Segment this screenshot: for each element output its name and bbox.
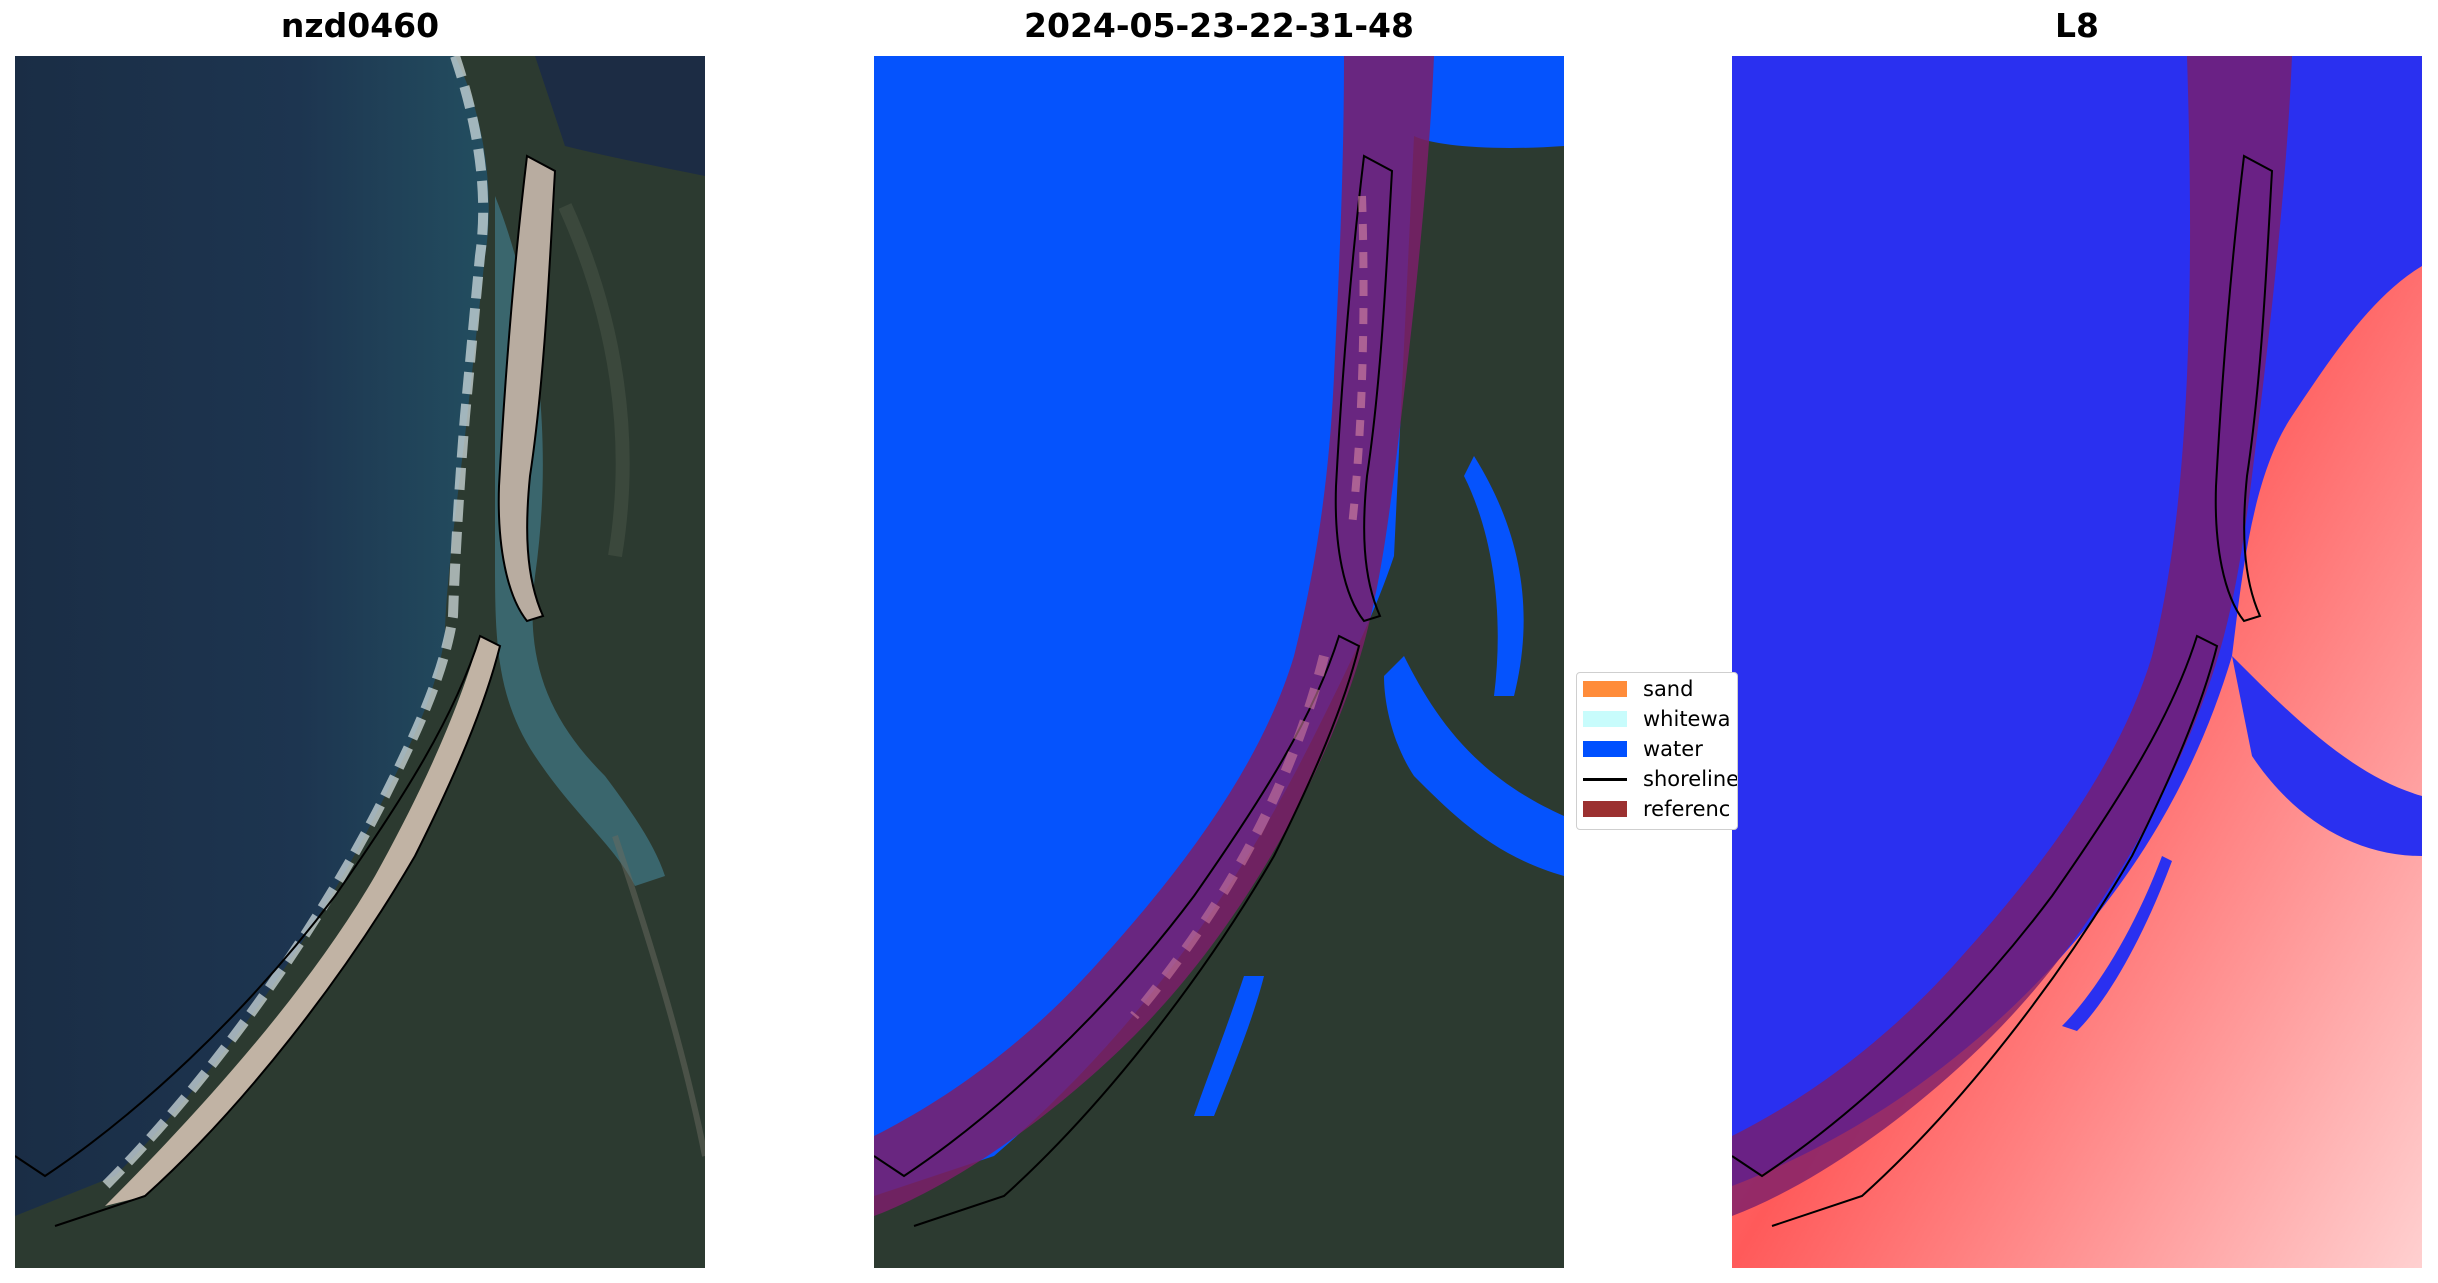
legend-label: whitewa [1643, 707, 1731, 731]
legend-label: referenc [1643, 797, 1731, 821]
water-index-image [1732, 56, 2422, 1268]
legend-item-whitewater: whitewa [1583, 707, 1731, 731]
legend-swatch-whitewater [1583, 711, 1627, 727]
panel-title-index: L8 [2055, 6, 2099, 45]
rgb-image-panel [15, 56, 705, 1268]
legend-item-sand: sand [1583, 677, 1693, 701]
legend: sand whitewa water shoreline referenc [1576, 672, 1738, 830]
water-index-panel [1732, 56, 2422, 1268]
legend-label: shoreline [1643, 767, 1738, 791]
classified-image [874, 56, 1564, 1268]
legend-item-shoreline: shoreline [1583, 767, 1738, 791]
legend-label: water [1643, 737, 1703, 761]
legend-item-water: water [1583, 737, 1703, 761]
legend-swatch-sand [1583, 681, 1627, 697]
legend-item-reference: referenc [1583, 797, 1730, 821]
legend-label: sand [1643, 677, 1694, 701]
legend-line-shoreline [1583, 777, 1627, 781]
classified-image-panel [874, 56, 1564, 1268]
panel-title-rgb: nzd0460 [280, 6, 440, 45]
panel-title-classified: 2024-05-23-22-31-48 [1024, 6, 1414, 45]
legend-swatch-reference [1583, 801, 1627, 817]
rgb-image [15, 56, 705, 1268]
legend-swatch-water [1583, 741, 1627, 757]
